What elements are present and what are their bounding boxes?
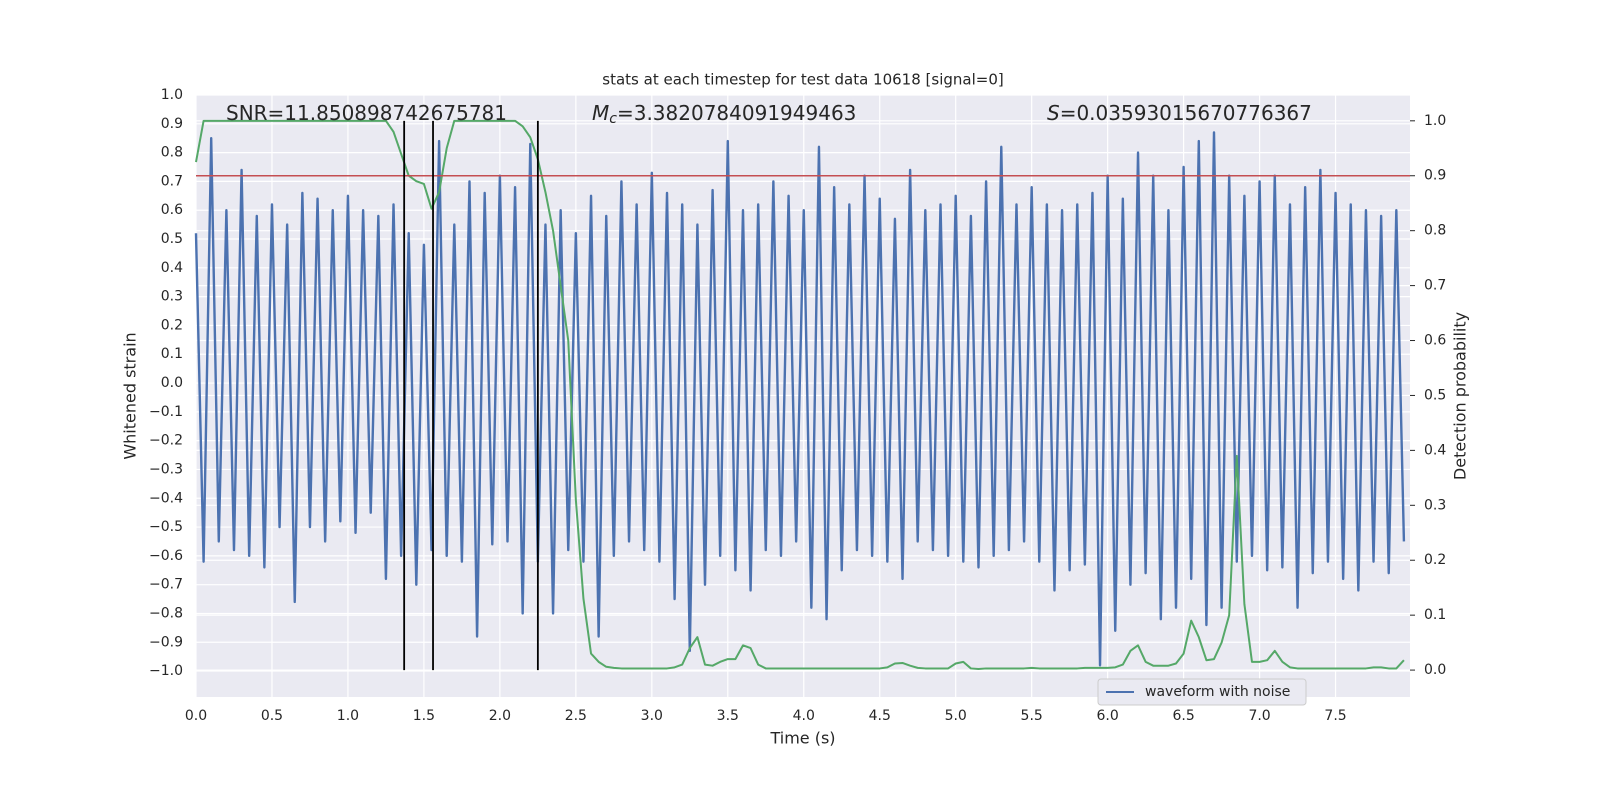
y2-tick-label: 1.0 (1424, 113, 1446, 129)
y-tick-label: 0.6 (161, 202, 183, 218)
x-tick-label: 2.5 (565, 708, 587, 724)
annotation: SNR=11.850898742675781 (226, 101, 507, 125)
x-tick-label: 7.5 (1324, 708, 1346, 724)
y-tick-label: 0.7 (161, 173, 183, 189)
annotation: S=0.03593015670776367 (1047, 101, 1312, 125)
x-tick-label: 7.0 (1248, 708, 1270, 724)
labels: stats at each timestep for test data 106… (121, 71, 1470, 748)
x-tick-label: 1.5 (413, 708, 435, 724)
y-tick-label: 0.3 (161, 289, 183, 305)
x-tick-label: 1.0 (337, 708, 359, 724)
y-tick-label: −0.3 (149, 461, 183, 477)
x-tick-label: 0.0 (185, 708, 207, 724)
x-tick-label: 3.0 (641, 708, 663, 724)
legend-label: waveform with noise (1145, 684, 1290, 700)
x-tick-label: 5.0 (945, 708, 967, 724)
y-tick-label: 0.2 (161, 317, 183, 333)
y2-tick-label: 0.3 (1424, 497, 1446, 513)
y-tick-label: 1.0 (161, 87, 183, 103)
legend: waveform with noise (1097, 678, 1307, 706)
y-tick-label: −0.6 (149, 548, 183, 564)
y2-tick-label: 0.7 (1424, 278, 1446, 294)
y-tick-label: −0.5 (149, 519, 183, 535)
y-tick-label: 0.9 (161, 116, 183, 132)
y2-tick-label: 0.4 (1424, 442, 1446, 458)
y-tick-label: −0.1 (149, 404, 183, 420)
y2-tick-label: 0.6 (1424, 333, 1446, 349)
x-tick-label: 4.5 (869, 708, 891, 724)
waveform-line (194, 131, 1406, 667)
annotation: Mc=3.3820784091949463 (592, 101, 856, 128)
y-axis-label: Whitened strain (121, 332, 140, 459)
annotation-text: =0.03593015670776367 (1060, 101, 1312, 125)
annotation-symbol: S (1047, 101, 1060, 125)
y-tick-label: −0.8 (149, 605, 183, 621)
x-axis-label: Time (s) (769, 729, 835, 748)
y2-tick-label: 0.1 (1424, 607, 1446, 623)
y2-tick-label: 0.5 (1424, 387, 1446, 403)
y2-tick-label: 0.0 (1424, 662, 1446, 678)
y-tick-label: −0.7 (149, 577, 183, 593)
y-tick-label: −0.4 (149, 490, 183, 506)
y2-axis-label: Detection probability (1451, 312, 1470, 480)
x-tick-label: 5.5 (1021, 708, 1043, 724)
y-tick-label: −1.0 (149, 663, 183, 679)
annotation-text: =3.3820784091949463 (617, 101, 856, 125)
x-tick-label: 3.5 (717, 708, 739, 724)
marks (194, 119, 1410, 671)
x-tick-label: 0.5 (261, 708, 283, 724)
annotation-text: SNR=11.850898742675781 (226, 101, 507, 125)
x-tick-label: 6.0 (1097, 708, 1119, 724)
y-tick-label: 0.5 (161, 231, 183, 247)
y2-tick-label: 0.2 (1424, 552, 1446, 568)
x-tick-label: 6.5 (1172, 708, 1194, 724)
y-tick-label: −0.2 (149, 433, 183, 449)
probability-line (195, 119, 1405, 670)
y-tick-label: −0.9 (149, 634, 183, 650)
x-tick-label: 4.0 (793, 708, 815, 724)
y-tick-label: 0.1 (161, 346, 183, 362)
annotation-symbol: M (592, 101, 609, 125)
x-tick-label: 2.0 (489, 708, 511, 724)
legend-box (1097, 678, 1307, 706)
y2-tick-label: 0.9 (1424, 168, 1446, 184)
y2-tick-label: 0.8 (1424, 223, 1446, 239)
y-tick-label: 0.4 (161, 260, 183, 276)
y-tick-label: 0.8 (161, 145, 183, 161)
y-tick-label: 0.0 (161, 375, 183, 391)
chart-title: stats at each timestep for test data 106… (602, 71, 1003, 89)
annotation-subscript: c (609, 111, 617, 127)
